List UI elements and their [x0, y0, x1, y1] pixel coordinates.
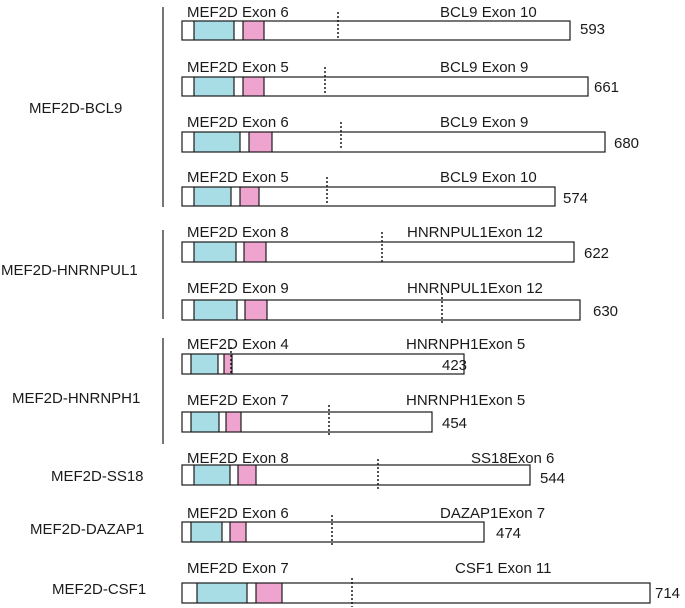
group-label-bcl9: MEF2D-BCL9 — [29, 100, 122, 117]
transcript-row: MEF2D Exon 6 BCL9 Exon 10 593 — [181, 4, 605, 41]
mef2d-domain-blue — [191, 354, 218, 374]
transcript-bar — [181, 464, 531, 486]
mef2d-exon-label: MEF2D Exon 9 — [187, 280, 289, 297]
mef2d-domain-pink — [245, 300, 267, 320]
mef2d-exon-label: MEF2D Exon 4 — [187, 336, 289, 353]
partner-exon-label: HNRNPUL1Exon 12 — [407, 280, 543, 297]
mef2d-exon-label: MEF2D Exon 6 — [187, 114, 289, 131]
group-label-hnrnpul1: MEF2D-HNRNPUL1 — [1, 262, 138, 279]
mef2d-domain-blue — [194, 242, 236, 262]
transcript-row: MEF2D Exon 4 HNRNPH1Exon 5 423 — [181, 336, 525, 375]
transcript-row: MEF2D Exon 5 BCL9 Exon 10 574 — [181, 169, 588, 207]
transcript-length: 544 — [540, 470, 565, 487]
transcript-bar — [181, 20, 571, 41]
partner-exon-label: BCL9 Exon 10 — [440, 169, 537, 186]
transcript-length: 630 — [593, 303, 618, 320]
transcript-bar — [181, 131, 606, 153]
transcript-length: 474 — [496, 525, 521, 542]
mef2d-exon-label: MEF2D Exon 7 — [187, 392, 289, 409]
mef2d-exon-label: MEF2D Exon 5 — [187, 59, 289, 76]
transcript-bar — [181, 353, 465, 375]
group-label-ss18: MEF2D-SS18 — [51, 468, 144, 485]
transcript-row: MEF2D Exon 6 DAZAP1Exon 7 474 — [181, 505, 545, 545]
partner-exon-label: BCL9 Exon 9 — [440, 59, 528, 76]
transcript-length: 454 — [442, 415, 467, 432]
transcript-row: MEF2D Exon 7 HNRNPH1Exon 5 454 — [181, 392, 525, 436]
mef2d-exon-label: MEF2D Exon 8 — [187, 450, 289, 467]
mef2d-domain-blue — [194, 300, 237, 320]
group-label-hnrnph1: MEF2D-HNRNPH1 — [12, 390, 140, 407]
transcript-bar — [181, 411, 433, 433]
mef2d-domain-blue — [194, 132, 240, 152]
transcript-length: 661 — [594, 79, 619, 96]
mef2d-domain-blue — [194, 465, 230, 485]
mef2d-exon-label: MEF2D Exon 5 — [187, 169, 289, 186]
transcript-bar — [181, 241, 575, 263]
mef2d-domain-blue — [194, 77, 234, 96]
transcript-row: MEF2D Exon 5 BCL9 Exon 9 661 — [181, 59, 619, 97]
transcript-length: 593 — [580, 21, 605, 38]
mef2d-domain-blue — [194, 187, 231, 206]
mef2d-domain-pink — [256, 583, 282, 603]
mef2d-domain-blue — [191, 522, 222, 542]
transcript-row: MEF2D Exon 7 CSF1 Exon 11 714 — [181, 560, 680, 607]
mef2d-domain-pink — [230, 522, 246, 542]
transcript-bar — [181, 582, 651, 604]
transcript-row: MEF2D Exon 8 HNRNPUL1Exon 12 622 — [181, 224, 609, 264]
partner-exon-label: HNRNPH1Exon 5 — [406, 336, 525, 353]
partner-exon-label: DAZAP1Exon 7 — [440, 505, 545, 522]
mef2d-domain-pink — [244, 242, 266, 262]
mef2d-exon-label: MEF2D Exon 8 — [187, 224, 289, 241]
transcript-bar — [181, 521, 485, 543]
transcript-row: MEF2D Exon 6 BCL9 Exon 9 680 — [181, 114, 639, 153]
mef2d-exon-label: MEF2D Exon 6 — [187, 4, 289, 21]
mef2d-domain-blue — [191, 412, 219, 432]
mef2d-domain-pink — [243, 77, 264, 96]
mef2d-domain-blue — [194, 21, 234, 40]
group-label-csf1: MEF2D-CSF1 — [52, 581, 146, 598]
transcript-length: 622 — [584, 245, 609, 262]
group-label-dazap1: MEF2D-DAZAP1 — [30, 521, 144, 538]
transcript-bar — [181, 76, 589, 97]
partner-exon-label: BCL9 Exon 9 — [440, 114, 528, 131]
mef2d-exon-label: MEF2D Exon 7 — [187, 560, 289, 577]
transcript-bar — [181, 299, 581, 321]
transcript-length: 714 — [655, 585, 680, 602]
mef2d-domain-pink — [238, 465, 256, 485]
mef2d-domain-pink — [243, 21, 264, 40]
transcript-bar — [181, 186, 556, 207]
mef2d-domain-blue — [197, 583, 247, 603]
partner-exon-label: HNRNPUL1Exon 12 — [407, 224, 543, 241]
partner-exon-label: SS18Exon 6 — [471, 450, 554, 467]
mef2d-domain-pink — [249, 132, 272, 152]
mef2d-exon-label: MEF2D Exon 6 — [187, 505, 289, 522]
mef2d-domain-pink — [224, 354, 232, 374]
transcript-row: MEF2D Exon 9 HNRNPUL1Exon 12 630 — [181, 280, 618, 325]
transcript-length: 423 — [442, 357, 467, 374]
transcript-row: MEF2D Exon 8 SS18Exon 6 544 — [181, 450, 565, 490]
transcript-length: 680 — [614, 135, 639, 152]
partner-exon-label: CSF1 Exon 11 — [455, 560, 551, 577]
partner-exon-label: BCL9 Exon 10 — [440, 4, 537, 21]
partner-exon-label: HNRNPH1Exon 5 — [406, 392, 525, 409]
transcript-length: 574 — [563, 190, 588, 207]
mef2d-domain-pink — [240, 187, 259, 206]
mef2d-domain-pink — [226, 412, 241, 432]
